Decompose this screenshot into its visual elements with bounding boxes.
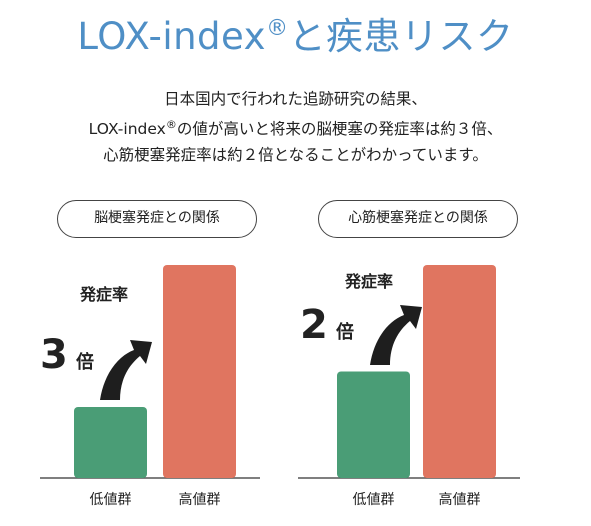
chart-2-bar-high — [423, 265, 496, 478]
chart-1-title: 脳梗塞発症との関係 — [57, 200, 257, 238]
intro-line-1: 日本国内で行われた追跡研究の結果、 — [164, 90, 427, 108]
chart-1-multiplier: 3 — [40, 332, 68, 378]
chart-1-category-label: 高値群 — [179, 491, 221, 508]
chart-2-rate-label: 発症率 — [344, 272, 393, 291]
intro-line-3: 心筋梗塞発症率は約２倍となることがわかっています。 — [103, 146, 488, 164]
chart-2-unit: 倍 — [336, 321, 354, 343]
intro-line-2: LOX-index®の値が高いと将来の脳梗塞の発症率は約３倍、 — [88, 118, 503, 138]
chart-2-multiplier: 2 — [300, 302, 328, 348]
chart-1-bar-low — [74, 407, 147, 478]
chart-1-category-label: 低値群 — [90, 492, 132, 508]
chart-2-category-label: 低値群 — [353, 492, 395, 508]
up-arrow-icon — [370, 305, 422, 365]
chart-2-bar-low — [337, 371, 410, 478]
chart-2-title: 心筋梗塞発症との関係 — [318, 200, 518, 238]
chart-1-bar-high — [163, 265, 236, 478]
intro-text: 日本国内で行われた追跡研究の結果、 LOX-index®の値が高いと将来の脳梗塞… — [0, 86, 591, 168]
chart-1-unit: 倍 — [76, 351, 94, 373]
up-arrow-icon — [100, 340, 152, 400]
chart-1-rate-label: 発症率 — [79, 285, 128, 304]
page-title: LOX-index®と疾患リスク — [77, 15, 514, 58]
chart-2-category-label: 高値群 — [439, 491, 481, 508]
